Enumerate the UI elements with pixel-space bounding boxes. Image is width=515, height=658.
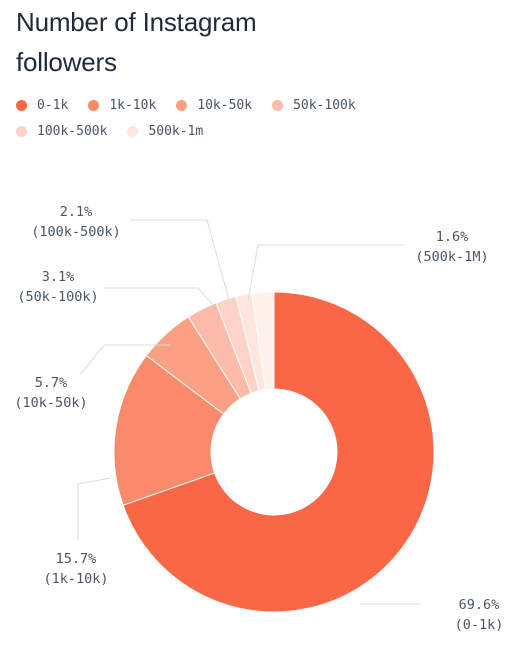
chart-title: Number of Instagram followers: [16, 7, 257, 77]
pie-slice-0-1k[interactable]: [122, 291, 435, 613]
data-label-category: (500k-1M): [415, 249, 488, 265]
legend-label: 500k-1m: [148, 123, 204, 139]
data-label-category: (0-1k): [455, 617, 504, 633]
legend-label: 50k-100k: [293, 97, 356, 113]
leader-line: [104, 287, 214, 306]
data-label-category: (50k-100k): [17, 289, 98, 305]
legend-row: 0-1k 1k-10k 10k-50k 50k-100k: [16, 92, 496, 118]
legend-item-0-1k[interactable]: 0-1k: [16, 98, 68, 113]
legend-swatch: [127, 125, 139, 137]
leader-line: [247, 244, 405, 301]
pie-slice-remainder[interactable]: [251, 291, 275, 391]
data-label-percent: 69.6%: [459, 597, 500, 613]
data-label-category: (100k-500k): [31, 224, 120, 240]
leader-line: [130, 219, 230, 301]
legend-row: 100k-500k 500k-1m: [16, 118, 496, 144]
legend-label: 10k-50k: [197, 97, 253, 113]
data-label-percent: 1.6%: [436, 229, 469, 245]
legend-label: 100k-500k: [37, 123, 108, 139]
data-label-percent: 5.7%: [35, 375, 68, 391]
leader-line: [77, 477, 111, 540]
legend-item-50k-100k[interactable]: 50k-100k: [272, 98, 356, 113]
data-label-percent: 3.1%: [42, 269, 75, 285]
legend-item-1k-10k[interactable]: 1k-10k: [88, 98, 156, 113]
data-label-percent: 15.7%: [56, 551, 97, 567]
data-label-category: (1k-10k): [43, 571, 108, 587]
legend-label: 1k-10k: [109, 97, 157, 113]
legend-item-500k-1m[interactable]: 500k-1m: [127, 124, 203, 139]
legend-item-100k-500k[interactable]: 100k-500k: [16, 124, 107, 139]
legend-swatch: [176, 99, 188, 111]
legend-swatch: [16, 99, 27, 111]
legend-swatch: [272, 99, 284, 111]
leader-line: [79, 344, 170, 376]
legend-swatch: [88, 99, 100, 111]
legend-item-10k-50k[interactable]: 10k-50k: [176, 98, 252, 113]
chart-legend: 0-1k 1k-10k 10k-50k 50k-100k 100k-500k 5…: [16, 92, 496, 144]
legend-swatch: [16, 125, 27, 137]
data-label-percent: 2.1%: [60, 204, 93, 220]
legend-label: 0-1k: [37, 97, 69, 113]
data-label-category: (10k-50k): [14, 395, 87, 411]
pie-slice-1k-10k[interactable]: [113, 354, 225, 506]
